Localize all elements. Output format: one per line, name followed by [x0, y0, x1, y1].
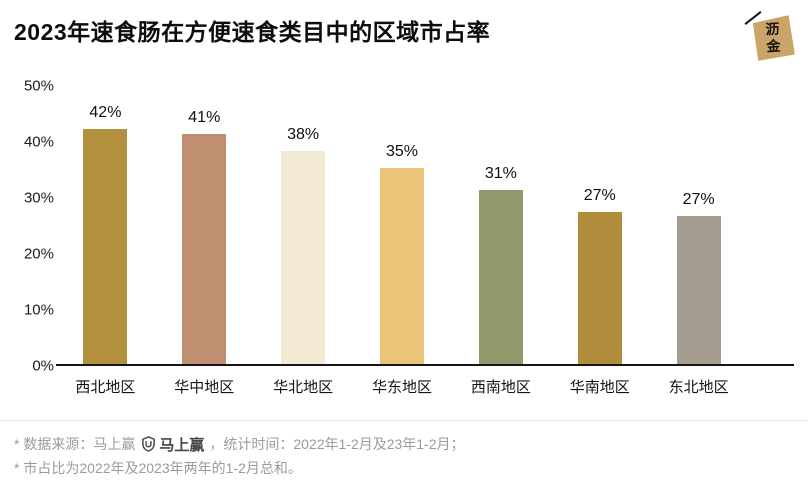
lijin-logo-char-top: 沥	[765, 20, 780, 38]
y-axis-tick-label: 0%	[32, 357, 54, 375]
mashangying-brand: 马上赢	[141, 434, 204, 455]
mashangying-wordmark: 马上赢	[159, 436, 205, 454]
lijin-logo-char-bottom: 金	[766, 37, 781, 55]
page-title: 2023年速食肠在方便速食类目中的区域市占率	[14, 19, 491, 45]
y-axis-tick-label: 30%	[23, 189, 54, 207]
category-label: 东北地区	[668, 379, 729, 396]
category-labels-row: 西北地区 华中地区 华北地区 华东地区 西南地区 华南地区 东北地区	[56, 376, 794, 397]
bar	[676, 215, 721, 364]
bar	[182, 134, 227, 364]
y-axis-tick-label: 40%	[23, 133, 54, 151]
y-axis: 0% 10% 20% 30% 40% 50%	[14, 78, 54, 375]
footnotes: * 数据来源：马上赢 马上赢 ，统计时间：2022年1-2月及23年1-2月； …	[14, 432, 794, 480]
y-axis-tick-label: 50%	[23, 77, 54, 95]
bar-value-label: 35%	[385, 143, 419, 160]
bar	[478, 190, 523, 364]
y-axis-tick-label: 10%	[23, 301, 54, 319]
bar-group: 27%	[550, 187, 649, 364]
bar-group: 41%	[155, 109, 254, 364]
divider-line	[0, 420, 808, 421]
header: 2023年速食肠在方便速食类目中的区域市占率 沥 金	[14, 11, 796, 61]
bar	[83, 128, 128, 364]
lijin-logo: 沥 金	[744, 11, 796, 61]
bars-row: 42% 41% 38% 35% 31% 27% 27%	[56, 86, 794, 366]
lijin-logo-box: 沥 金	[751, 15, 795, 61]
bar	[281, 151, 326, 364]
footnote-2-text: * 市占比为2022年及2023年两年的1-2月总和。	[14, 460, 302, 476]
bar	[380, 168, 424, 364]
category-label: 华南地区	[569, 379, 630, 396]
mashangying-shield-icon	[141, 436, 156, 452]
bar-group: 38%	[254, 126, 353, 364]
footnote-2: * 市占比为2022年及2023年两年的1-2月总和。	[14, 456, 794, 480]
footnote-1-suffix: ，统计时间：2022年1-2月及23年1-2月；	[209, 436, 465, 452]
category-label: 西南地区	[470, 379, 531, 396]
bar-chart: 0% 10% 20% 30% 40% 50% 42% 41% 38% 35% 31% 27% 27%	[14, 78, 794, 375]
bar-group: 35%	[353, 143, 452, 364]
footnote-1: * 数据来源：马上赢 马上赢 ，统计时间：2022年1-2月及23年1-2月；	[14, 432, 794, 456]
footnote-1-prefix: * 数据来源：马上赢	[14, 436, 136, 452]
bar-group: 31%	[451, 165, 550, 364]
bar-value-label: 31%	[484, 165, 517, 183]
category-label: 华东地区	[372, 379, 433, 396]
bar-value-label: 27%	[583, 186, 616, 204]
category-label: 华中地区	[174, 379, 235, 396]
bar	[577, 211, 622, 364]
bar-group: 27%	[649, 191, 748, 364]
bar-value-label: 42%	[89, 103, 122, 121]
bar-value-label: 27%	[682, 190, 715, 208]
bar-value-label: 38%	[287, 126, 320, 144]
bar-group: 42%	[56, 104, 155, 364]
category-label: 华北地区	[273, 379, 334, 396]
bar-value-label: 41%	[188, 109, 221, 127]
category-label: 西北地区	[75, 379, 136, 396]
y-axis-tick-label: 20%	[23, 245, 54, 263]
